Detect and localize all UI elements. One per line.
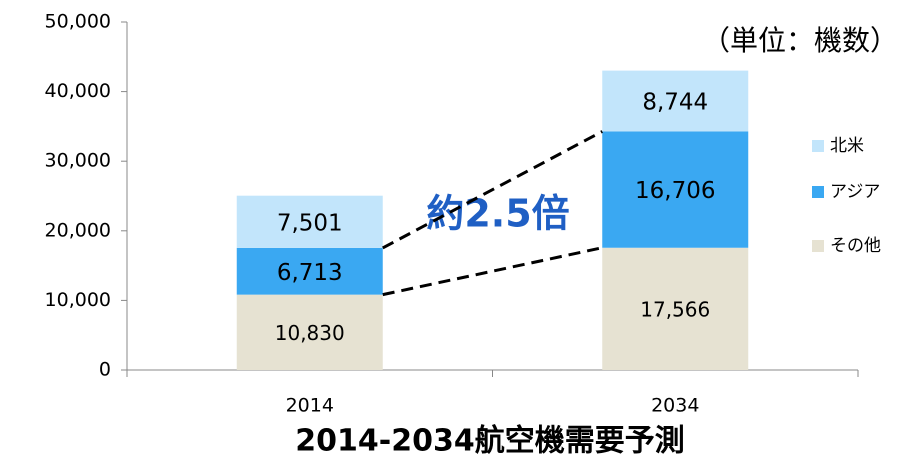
data-label: 17,566	[640, 297, 710, 321]
y-tick-label: 30,000	[45, 150, 111, 172]
bar-segment	[236, 195, 383, 248]
y-tick-label: 20,000	[45, 219, 111, 241]
data-label: 6,713	[277, 260, 343, 286]
bar-segment	[602, 247, 749, 370]
chart-title: 2014-2034航空機需要予測	[295, 424, 684, 459]
x-tick-label: 2034	[651, 395, 699, 417]
y-tick-label: 0	[99, 359, 111, 381]
unit-note: （単位：機数）	[702, 24, 898, 57]
growth-annotation: 約2.5倍	[426, 192, 569, 236]
legend-swatch	[812, 186, 824, 198]
legend-label: その他	[830, 236, 881, 256]
legend-label: アジア	[830, 182, 880, 202]
legend-swatch	[812, 240, 824, 252]
data-label: 8,744	[642, 90, 708, 116]
legend-swatch	[812, 140, 824, 152]
bar-segment	[602, 70, 749, 132]
trend-line	[382, 130, 603, 250]
x-tick-label: 2014	[286, 395, 334, 417]
y-tick-label: 10,000	[45, 289, 111, 311]
data-label: 10,830	[275, 321, 345, 345]
y-tick-label: 40,000	[45, 80, 111, 102]
data-label: 7,501	[277, 210, 343, 236]
data-label: 16,706	[635, 178, 715, 204]
y-tick-label: 50,000	[45, 11, 111, 33]
bar-segment	[236, 294, 383, 370]
legend-label: 北米	[830, 136, 864, 156]
bar-segment	[236, 247, 383, 295]
trend-line	[382, 246, 603, 297]
bar-segment	[602, 131, 749, 248]
